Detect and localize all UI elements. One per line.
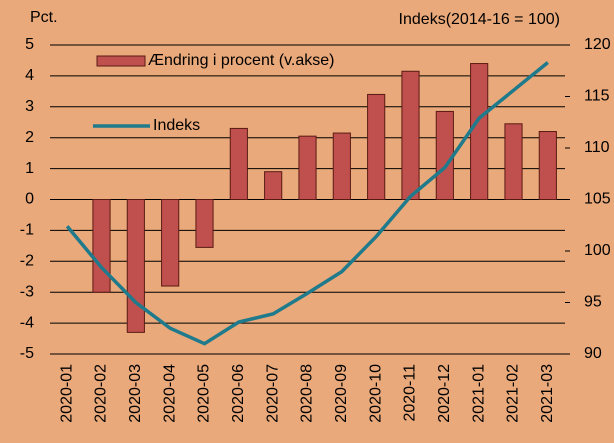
line <box>65 61 549 346</box>
legend-label: Ændring i procent (v.akse) <box>148 52 334 69</box>
x-tick-label: 2020-09 <box>333 364 350 423</box>
bar <box>470 63 489 201</box>
bar <box>298 135 317 200</box>
y2-tick-label: 105 <box>584 191 611 208</box>
x-tick-label: 2020-08 <box>299 364 316 423</box>
y-tick-label: -4 <box>20 314 34 331</box>
y-tick-label: -3 <box>20 283 34 300</box>
x-tick-label: 2020-11 <box>402 364 419 422</box>
y2-tick-label: 115 <box>584 88 610 105</box>
x-tick-label: 2020-03 <box>127 364 144 423</box>
x-tick-label: 2020-05 <box>196 364 213 423</box>
x-tick-label: 2020-12 <box>436 364 453 423</box>
y-tick-label: 3 <box>25 98 34 115</box>
bar <box>161 199 180 287</box>
y-tick-label: -2 <box>20 253 34 270</box>
bar <box>367 93 386 200</box>
x-tick-label: 2021-01 <box>470 364 487 423</box>
bar <box>229 127 248 200</box>
x-tick-label: 2020-02 <box>93 364 110 423</box>
y2-tick-label: 120 <box>584 36 611 53</box>
y-tick-label: 0 <box>25 191 34 208</box>
bar <box>435 110 454 200</box>
x-tick-label: 2020-10 <box>367 364 384 423</box>
x-tick-label: 2020-01 <box>58 364 75 423</box>
x-tick-label: 2020-07 <box>264 364 281 423</box>
y2-tick-label: 95 <box>584 294 602 311</box>
x-tick-label: 2021-03 <box>539 364 556 423</box>
y2-tick-label: 90 <box>584 345 602 362</box>
bar <box>264 171 283 201</box>
bar <box>126 199 145 333</box>
bar <box>538 131 557 201</box>
legend-swatch <box>96 55 146 67</box>
bar <box>195 199 214 248</box>
left-axis-label: Pct. <box>30 9 58 26</box>
y-tick-label: 5 <box>25 36 34 53</box>
y2-tick-label: 100 <box>584 242 611 259</box>
y-tick-label: -5 <box>20 345 34 362</box>
y-tick-label: 1 <box>25 160 34 177</box>
legend-label: Indeks <box>153 117 200 134</box>
bar <box>401 70 420 200</box>
bar <box>504 123 523 200</box>
y-tick-label: 4 <box>25 67 34 84</box>
bar <box>92 199 111 293</box>
x-tick-label: 2021-02 <box>505 364 522 423</box>
x-tick-label: 2020-04 <box>161 364 178 423</box>
y-tick-label: -1 <box>20 222 34 239</box>
bar <box>332 132 351 200</box>
y2-tick-label: 110 <box>584 139 610 156</box>
right-axis-label: Indeks(2014-16 = 100) <box>399 11 560 28</box>
x-tick-label: 2020-06 <box>230 364 247 423</box>
y-tick-label: 2 <box>25 129 34 146</box>
